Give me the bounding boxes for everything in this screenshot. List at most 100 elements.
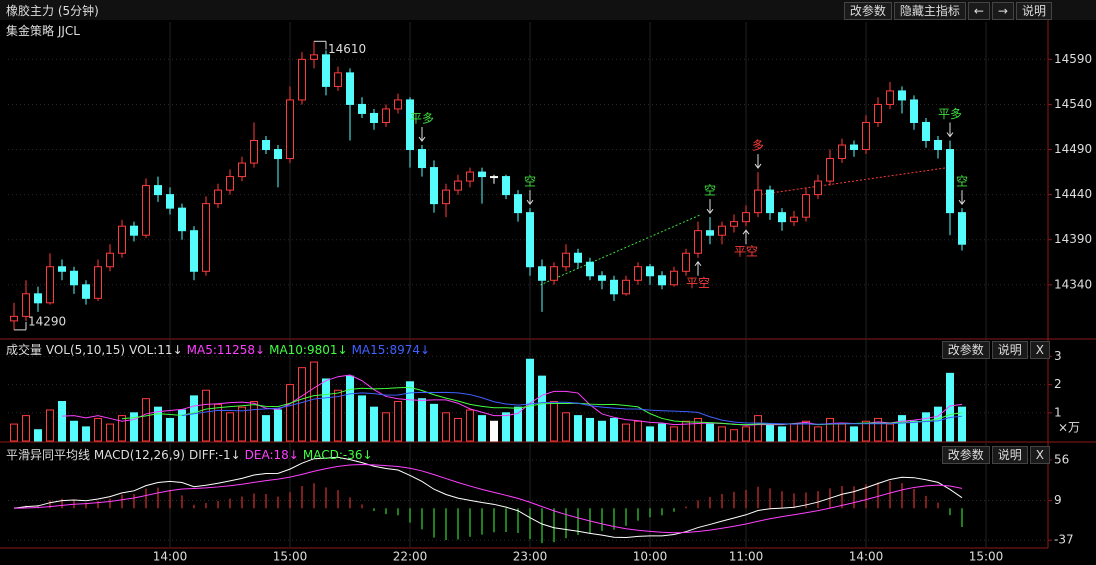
volume-bar [646, 426, 654, 442]
signal-label: 空 [956, 175, 968, 189]
candle-body [694, 230, 702, 254]
volume-bar [274, 409, 282, 442]
button[interactable]: 说明 [991, 341, 1028, 359]
candle-body [202, 203, 210, 272]
volume-bar [34, 429, 42, 442]
volume-bar [10, 423, 18, 442]
volume-bar [334, 389, 342, 442]
candle-body [490, 176, 498, 179]
volume-bar [910, 420, 918, 442]
button[interactable]: 说明 [1015, 2, 1052, 20]
candle-body [550, 266, 558, 281]
candle-body [646, 266, 654, 277]
volume-bar [682, 420, 690, 442]
legend-label: MA15:8974↓ [351, 343, 431, 357]
button[interactable]: X [1029, 446, 1050, 464]
signal-label: 平空 [734, 245, 758, 259]
volume-bar [934, 406, 942, 442]
volume-bar [766, 423, 774, 442]
candle-body [538, 266, 546, 281]
volume-bar [250, 401, 258, 442]
candle-body [802, 194, 810, 218]
candle-body [94, 266, 102, 299]
trend-line [756, 167, 946, 196]
volume-bar [706, 423, 714, 442]
volume-bar [22, 415, 30, 442]
volume-bar [958, 406, 966, 442]
legend-label: MACD:-36↓ [302, 448, 373, 462]
candle-body [514, 194, 522, 214]
candle-body [226, 176, 234, 191]
candle-body [166, 194, 174, 209]
candle-body [70, 270, 78, 286]
button[interactable]: 隐藏主指标 [893, 2, 966, 20]
candle-body [82, 284, 90, 299]
volume-bar [262, 415, 270, 442]
volume-bar [478, 415, 486, 442]
candle-body [466, 171, 474, 182]
candle-body [634, 266, 642, 281]
candle-body [910, 99, 918, 123]
x-tick-label: 14:00 [849, 550, 884, 564]
y-tick-label: -37 [1054, 533, 1074, 547]
x-tick-label: 15:00 [273, 550, 308, 564]
candle-body [262, 140, 270, 151]
volume-bar [394, 401, 402, 442]
signal-label: 平多 [410, 112, 434, 126]
volume-bar [754, 415, 762, 442]
volume-bar [898, 415, 906, 442]
trend-line [539, 214, 701, 286]
legend-label: MA10:9801↓ [269, 343, 348, 357]
volume-bar [178, 409, 186, 442]
x-tick-label: 10:00 [633, 550, 668, 564]
candle-body [814, 180, 822, 196]
button[interactable]: 改参数 [941, 341, 990, 359]
volume-bar [922, 412, 930, 442]
candle-body [874, 103, 882, 123]
y-tick-label: 14490 [1054, 142, 1092, 156]
volume-bar [310, 361, 318, 442]
ma-line [181, 391, 963, 425]
candle-body [682, 252, 690, 272]
signal-arrow [706, 208, 714, 214]
volume-bar [70, 420, 78, 442]
signal-arrow [754, 163, 762, 169]
candle-body [478, 171, 486, 178]
volume-bar [886, 423, 894, 442]
volume-bar [490, 420, 498, 442]
volume-bar [442, 412, 450, 442]
volume-bar [430, 403, 438, 442]
volume-bar [202, 389, 210, 442]
volume-bar [106, 423, 114, 442]
legend-label: MA5:11258↓ [186, 343, 266, 357]
candle-body [238, 162, 246, 178]
candle-body [574, 252, 582, 263]
candle-body [958, 212, 966, 245]
volume-bar [238, 406, 246, 442]
button[interactable]: 说明 [991, 446, 1028, 464]
candle-body [34, 293, 42, 304]
signal-label: 空 [704, 184, 716, 198]
button[interactable]: X [1029, 341, 1050, 359]
candle-body [106, 252, 114, 268]
button[interactable]: → [991, 2, 1014, 20]
volume-bar [790, 423, 798, 442]
volume-bar [142, 398, 150, 442]
y-tick-label: 14590 [1054, 52, 1092, 66]
button[interactable]: 改参数 [843, 2, 892, 20]
toolbar: 改参数 说明 X [941, 341, 1050, 359]
candle-body [934, 140, 942, 151]
candle-body [310, 54, 318, 60]
toolbar: 改参数 说明 X [941, 446, 1050, 464]
legend-label: DEA:18↓ [244, 448, 299, 462]
volume-bar [670, 426, 678, 442]
candle-body [718, 225, 726, 236]
button[interactable]: 改参数 [941, 446, 990, 464]
y-tick-label: 14440 [1054, 187, 1092, 201]
candle-body [394, 99, 402, 110]
button[interactable]: ← [967, 2, 990, 20]
annotation: 14610 [328, 42, 366, 56]
y-tick-label: 9 [1054, 493, 1062, 507]
signal-label: 空 [524, 175, 536, 189]
volume-bar [742, 426, 750, 442]
